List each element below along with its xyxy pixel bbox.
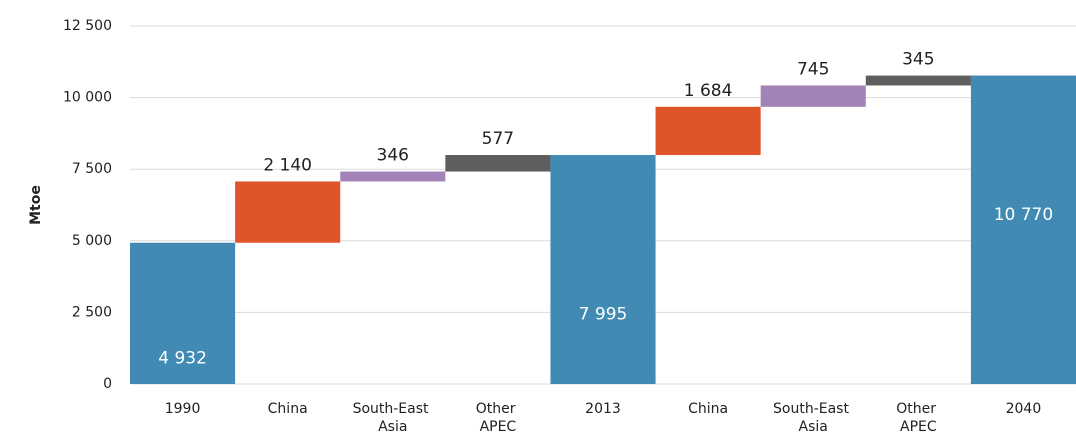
bar	[760, 85, 866, 107]
value-label: 346	[377, 146, 409, 166]
x-tick-label: 2013	[585, 401, 621, 417]
value-label: 4 932	[158, 348, 207, 368]
bar	[130, 242, 236, 384]
value-label: 745	[797, 59, 829, 79]
x-tick-label: China	[268, 401, 308, 417]
y-tick-label: 0	[103, 376, 112, 392]
value-label: 2 140	[263, 155, 312, 175]
bar	[445, 155, 551, 172]
value-label: 7 995	[579, 305, 628, 325]
bar	[340, 171, 446, 182]
y-tick-label: 2 500	[72, 304, 112, 320]
bar	[970, 75, 1076, 384]
value-label: 345	[902, 50, 934, 70]
bar	[550, 155, 656, 384]
x-tick-label: South-East Asia	[353, 401, 433, 435]
y-tick-label: 10 000	[63, 90, 112, 106]
bar	[865, 75, 971, 86]
value-label: 1 684	[684, 81, 733, 101]
x-tick-label: Other APEC	[476, 401, 520, 435]
y-tick-label: 7 500	[72, 161, 112, 177]
x-tick-label: 1990	[165, 401, 201, 417]
value-label: 577	[482, 129, 514, 149]
bar	[655, 106, 761, 156]
x-tick-label: South-East Asia	[773, 401, 853, 435]
bar	[235, 181, 341, 243]
x-tick-label: Other APEC	[896, 401, 940, 435]
value-label: 10 770	[994, 205, 1053, 225]
y-axis-label: Mtoe	[28, 185, 44, 225]
y-tick-label: 12 500	[63, 18, 112, 34]
y-tick-label: 5 000	[72, 233, 112, 249]
x-tick-label: China	[688, 401, 728, 417]
x-tick-label: 2040	[1006, 401, 1042, 417]
